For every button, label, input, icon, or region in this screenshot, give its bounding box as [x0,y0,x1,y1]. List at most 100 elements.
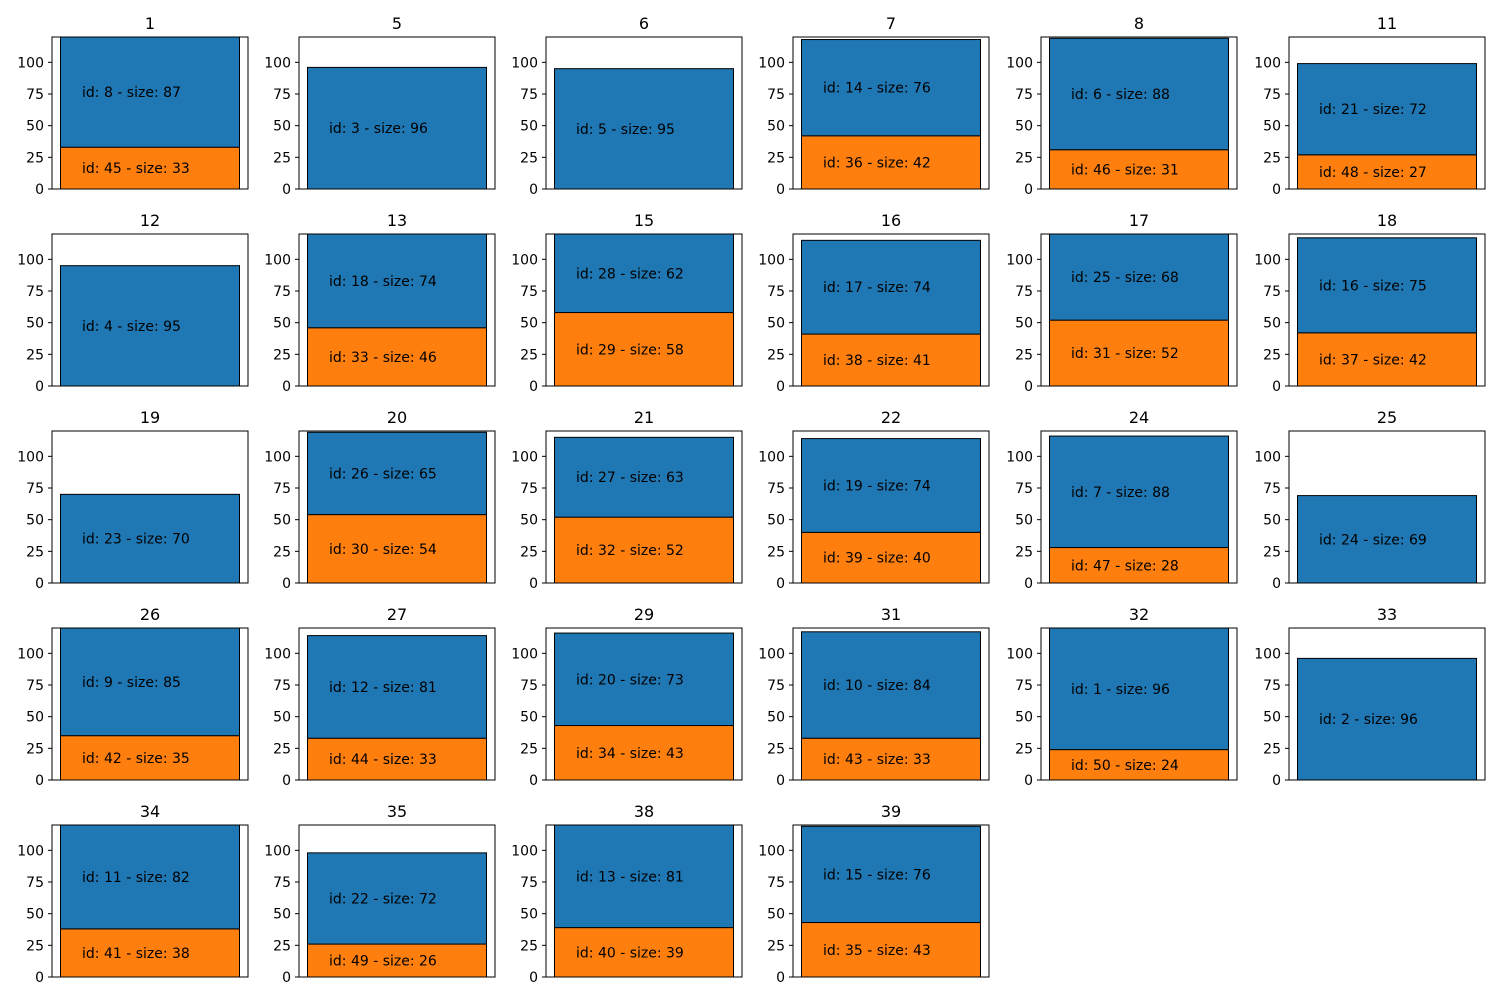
axes-frame [298,627,496,781]
y-tick-label: 75 [1015,284,1033,300]
axes-frame [298,430,496,584]
y-tick-label: 50 [273,316,291,332]
bar-label-bottom: id: 47 - size: 28 [1071,558,1179,574]
bar-label-bottom: id: 31 - size: 52 [1071,346,1179,362]
y-tick-label: 0 [35,576,44,592]
panel-title: 21 [634,408,654,427]
bar-segment-top [307,66,487,190]
bar-segment-bottom [307,514,487,584]
bar-segment-top [801,825,981,924]
y-tick-label: 100 [264,55,291,71]
y-tick-label: 25 [767,938,785,954]
y-tick-label: 25 [26,544,44,560]
y-tick-label: 0 [1024,379,1033,395]
panel: 7 id: 36 - size: 42 id: 14 - size: 76 0 25 50… [758,14,990,198]
axes-frame [298,36,496,190]
bar-segment-bottom [1049,749,1229,781]
bar-segment-top [307,233,487,329]
axes-frame [51,233,249,387]
y-tick-label: 100 [1006,646,1033,662]
bar-label-bottom: id: 48 - size: 27 [1319,165,1427,181]
y-tick-label: 50 [1263,119,1281,135]
bar-segment-bottom [60,146,240,190]
bar-segment-top [554,632,734,727]
y-tick-label: 50 [26,907,44,923]
panel-title: 32 [1129,605,1149,624]
panel-title: 17 [1129,211,1149,230]
y-tick-label: 0 [282,773,291,789]
y-tick-label: 100 [17,843,44,859]
axes-frame [1040,36,1238,190]
bar-segment-top [307,431,487,516]
axes-frame [792,627,990,781]
bar-segment-top [801,239,981,335]
bar-segment-bottom [554,516,734,584]
y-tick-label: 100 [1254,55,1281,71]
bar-segment-bottom [801,922,981,978]
panel: 15 id: 29 - size: 58 id: 28 - size: 62 0 25 5… [511,211,743,395]
y-tick-label: 50 [520,513,538,529]
axes-frame [1288,627,1486,781]
bar-label-top: id: 25 - size: 68 [1071,270,1179,286]
bar-label-bottom: id: 38 - size: 41 [823,353,931,369]
y-tick-label: 75 [520,875,538,891]
bar-segment-top [1297,63,1477,156]
y-tick-label: 75 [520,284,538,300]
y-tick-label: 50 [1015,119,1033,135]
y-tick-label: 75 [26,875,44,891]
panel-title: 6 [639,14,649,33]
y-tick-label: 50 [1015,316,1033,332]
panel-title: 33 [1377,605,1397,624]
panel: 21 id: 32 - size: 52 id: 27 - size: 63 0 25 5… [511,408,743,592]
panel-title: 13 [387,211,407,230]
bar-label-bottom: id: 41 - size: 38 [82,946,190,962]
bar-label-bottom: id: 37 - size: 42 [1319,352,1427,368]
y-tick-label: 75 [1015,87,1033,103]
y-tick-label: 75 [273,87,291,103]
panel-title: 1 [145,14,155,33]
y-tick-label: 75 [1015,481,1033,497]
y-tick-label: 25 [520,544,538,560]
bar-label-top: id: 27 - size: 63 [576,470,684,486]
panel: 5 id: 3 - size: 96 0 25 50 75 100 [264,14,496,198]
bar-label-bottom: id: 39 - size: 40 [823,551,931,567]
bar-label-bottom: id: 45 - size: 33 [82,161,190,177]
y-tick-label: 100 [511,55,538,71]
y-tick-label: 25 [520,938,538,954]
y-tick-label: 0 [776,576,785,592]
panel-title: 35 [387,802,407,821]
panel-title: 27 [387,605,407,624]
bar-label-top: id: 6 - size: 88 [1071,87,1170,103]
y-tick-label: 0 [1024,182,1033,198]
y-tick-label: 100 [1006,252,1033,268]
y-tick-label: 75 [1015,678,1033,694]
y-tick-label: 100 [17,449,44,465]
panel: 13 id: 33 - size: 46 id: 18 - size: 74 0 25 5… [264,211,496,395]
bar-segment-top [1049,435,1229,549]
y-tick-label: 50 [26,316,44,332]
y-tick-label: 25 [1015,150,1033,166]
y-tick-label: 100 [511,252,538,268]
y-tick-label: 50 [273,710,291,726]
panel-title: 8 [1134,14,1144,33]
bar-segment-top [307,852,487,945]
panel: 39 id: 35 - size: 43 id: 15 - size: 76 0 25 5… [758,802,990,986]
bar-label-bottom: id: 36 - size: 42 [823,155,931,171]
bar-segment-top [801,631,981,739]
y-tick-label: 50 [1263,513,1281,529]
axes-frame [545,36,743,190]
axes-frame [545,824,743,978]
panel: 25 id: 24 - size: 69 0 25 50 75 100 [1254,408,1486,592]
y-tick-label: 50 [1015,710,1033,726]
y-tick-label: 0 [776,970,785,986]
y-tick-label: 0 [529,182,538,198]
y-tick-label: 0 [35,379,44,395]
bar-segment-top [1049,233,1229,321]
y-tick-label: 75 [273,481,291,497]
y-tick-label: 50 [767,710,785,726]
axes-frame [1288,430,1486,584]
bar-label-top: id: 24 - size: 69 [1319,532,1427,548]
bar-label-top: id: 2 - size: 96 [1319,712,1418,728]
bar-segment-bottom [60,735,240,781]
axes-frame [1040,627,1238,781]
